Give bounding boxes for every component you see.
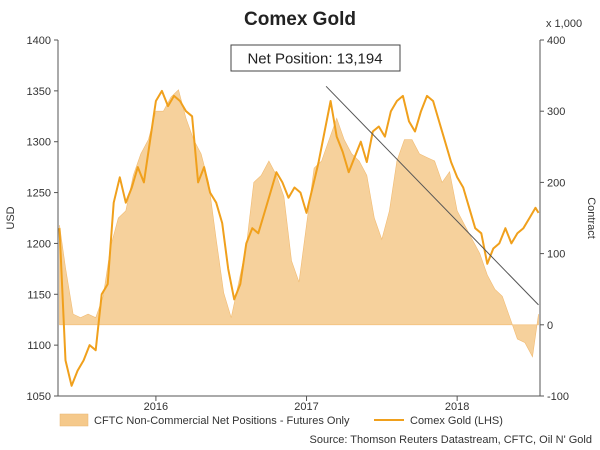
legend: CFTC Non-Commercial Net Positions - Futu… <box>59 413 503 427</box>
annotation-text: Net Position: 13,194 <box>247 51 382 68</box>
x-tick-label: 2018 <box>445 401 469 413</box>
right-axis-unit-note: x 1,000 <box>546 18 582 30</box>
legend-label-net-positions: CFTC Non-Commercial Net Positions - Futu… <box>94 415 350 427</box>
source-note: Source: Thomson Reuters Datastream, CFTC… <box>310 434 593 446</box>
right-tick-label: 400 <box>547 35 565 47</box>
comex-gold-line <box>58 89 540 387</box>
right-tick-label: 200 <box>547 177 565 189</box>
x-tick-label: 2016 <box>144 401 168 413</box>
left-tick-label: 1250 <box>27 188 51 200</box>
annotation-leader-line <box>325 85 539 306</box>
annotation-box <box>230 44 401 72</box>
left-tick-label: 1150 <box>27 289 51 301</box>
axes <box>54 39 544 401</box>
left-tick-label: 1300 <box>27 137 51 149</box>
right-tick-label: 0 <box>547 320 553 332</box>
left-tick-label: 1200 <box>27 238 51 250</box>
right-tick-label: -100 <box>547 391 569 403</box>
net-position-annotation: Net Position: 13,194 <box>230 44 539 306</box>
tick-labels: 1050 1100 1150 1200 1250 1300 1350 1400 -100 0 100… <box>27 35 570 413</box>
net-positions-area <box>59 89 539 358</box>
right-tick-label: 300 <box>547 106 565 118</box>
right-tick-label: 100 <box>547 249 565 261</box>
left-tick-label: 1050 <box>27 391 51 403</box>
left-tick-label: 1350 <box>27 86 51 98</box>
left-tick-label: 1400 <box>27 35 51 47</box>
left-tick-label: 1100 <box>27 340 51 352</box>
legend-label-gold: Comex Gold (LHS) <box>410 415 503 427</box>
left-axis-label: USD <box>5 206 17 229</box>
legend-swatch-net-positions <box>59 413 89 427</box>
x-tick-label: 2017 <box>294 401 318 413</box>
plot-area <box>58 89 540 387</box>
chart-title: Comex Gold <box>244 9 356 30</box>
right-axis-label: Contract <box>585 197 597 239</box>
